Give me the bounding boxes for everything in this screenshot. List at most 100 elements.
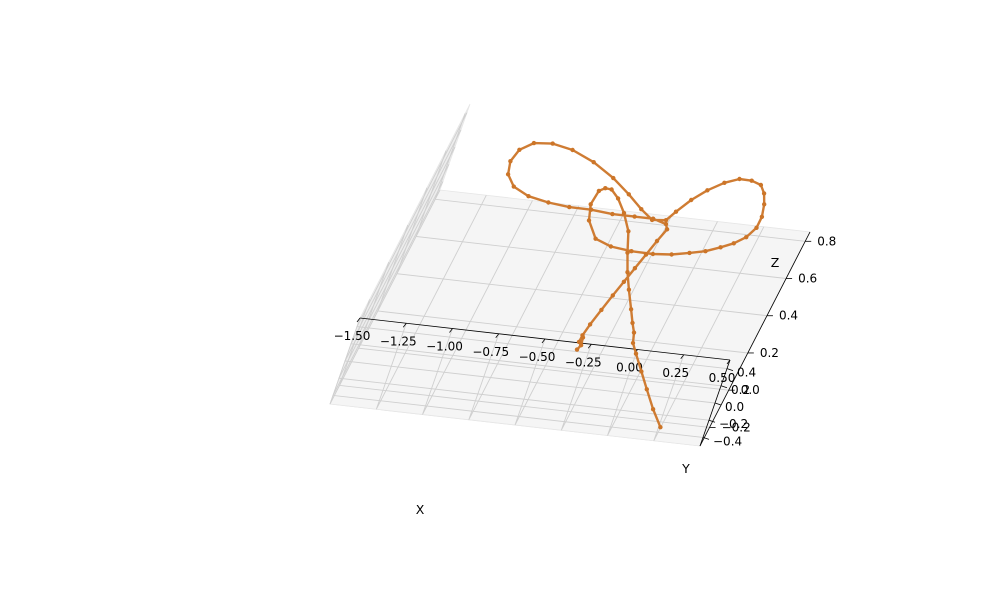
y-tick-label: 0.2 xyxy=(731,383,750,397)
z-grid-line xyxy=(434,113,806,242)
x-grid-line xyxy=(375,195,487,410)
trajectory-point xyxy=(588,202,593,207)
trajectory-point xyxy=(643,252,649,257)
trajectory-point xyxy=(639,207,644,212)
x-tick-label: 0.25 xyxy=(662,366,689,380)
trajectory-point xyxy=(650,251,656,257)
trajectory-point xyxy=(687,250,692,256)
z-grid-line xyxy=(396,187,768,317)
z-tick-label: 0.4 xyxy=(779,309,798,323)
trajectory-point xyxy=(705,188,710,193)
x-grid-line xyxy=(560,216,672,431)
x-grid-line xyxy=(653,226,765,442)
x-tick xyxy=(680,354,685,359)
trajectory-point xyxy=(621,279,627,284)
trajectory-point xyxy=(576,339,582,345)
trajectory-point xyxy=(610,211,615,217)
trajectory-point xyxy=(626,229,631,234)
trajectory-point xyxy=(587,322,593,327)
trajectory-point xyxy=(610,293,615,298)
x-tick-label: −0.75 xyxy=(472,345,509,359)
trajectory-point xyxy=(722,180,727,185)
x-grid-line xyxy=(329,189,441,405)
trajectory-point xyxy=(628,307,634,312)
trajectory-point xyxy=(633,351,639,356)
z-grid-line xyxy=(338,299,710,428)
trajectory-point xyxy=(625,270,630,275)
y-tick xyxy=(726,368,734,371)
y-tick xyxy=(708,419,716,423)
y-tick xyxy=(720,385,728,389)
trajectory-point xyxy=(689,197,694,203)
trajectory-point xyxy=(658,425,663,430)
trajectory-point xyxy=(611,175,616,181)
trajectory-point xyxy=(664,227,670,232)
tick-labels: −1.50 −1.25 −1.00 −0.75 −0.50 −0.25 0.00 0.25 0.… xyxy=(334,234,837,448)
tick-marks xyxy=(356,240,812,440)
x-tick xyxy=(541,338,546,344)
trajectory-point xyxy=(608,244,614,249)
trajectory-point xyxy=(591,160,596,165)
trajectory-point xyxy=(731,241,736,246)
z-grid-line xyxy=(377,224,748,354)
trajectory-point xyxy=(526,194,531,199)
z-grid-line xyxy=(358,262,729,391)
trajectory-point xyxy=(603,186,608,191)
z-axis-line xyxy=(699,231,811,447)
y-grid-line xyxy=(350,129,722,387)
trajectory-point xyxy=(578,343,584,348)
x-tick xyxy=(449,328,453,333)
trajectory-point xyxy=(749,178,754,183)
y-tick-label: 0.4 xyxy=(737,366,756,380)
trajectory-point xyxy=(596,188,602,194)
x-tick-label: −1.50 xyxy=(334,329,371,343)
trajectory-point xyxy=(632,266,638,271)
trajectory-point xyxy=(663,221,669,227)
x-grid-line xyxy=(514,210,626,426)
trajectory-point xyxy=(629,249,634,254)
x-tick xyxy=(356,317,361,323)
z-tick-label: 0.0 xyxy=(741,383,760,397)
x-axis-label: X xyxy=(416,502,425,517)
y-axis-label: Y xyxy=(681,461,690,476)
z-axis-label: Z xyxy=(771,255,780,270)
trajectory-point xyxy=(737,176,742,182)
z-tick-label: 0.8 xyxy=(817,234,836,248)
trajectory-point xyxy=(631,330,637,335)
z-tick-label: −0.2 xyxy=(722,420,751,434)
x-grid-line xyxy=(422,200,533,415)
grid-lines xyxy=(329,112,811,447)
x-tick-label: 0.00 xyxy=(616,361,643,375)
trajectory-point xyxy=(718,245,723,250)
trajectory-point xyxy=(703,249,708,254)
trajectory-point xyxy=(754,225,759,230)
trajectory-point xyxy=(639,369,644,374)
trajectory-point xyxy=(599,307,604,313)
trajectory-point xyxy=(570,147,575,153)
trajectory-point xyxy=(567,204,572,210)
trajectory-point xyxy=(625,250,630,255)
trajectory-point xyxy=(758,182,764,188)
x-tick-label: −0.25 xyxy=(565,355,602,369)
z-tick-label: 0.2 xyxy=(760,346,779,360)
trajectory-point xyxy=(654,238,660,244)
y-grid-line xyxy=(332,181,704,438)
trajectory-point xyxy=(630,320,635,326)
x-tick xyxy=(495,333,500,338)
trajectory-point xyxy=(580,335,586,340)
trajectory-point xyxy=(588,207,594,212)
x-grid-line xyxy=(607,221,718,436)
x-tick xyxy=(726,359,731,365)
y-grid-line xyxy=(344,146,716,404)
trajectory-point xyxy=(505,172,511,177)
trajectory-point xyxy=(550,141,555,146)
y-tick-label: 0.0 xyxy=(725,400,744,414)
trajectory-point xyxy=(531,140,537,146)
trajectory-point xyxy=(744,235,749,240)
y-tick xyxy=(702,437,710,440)
y-tick-label: −0.2 xyxy=(719,417,748,431)
trajectory-point xyxy=(621,210,627,216)
y-grid-line xyxy=(356,112,728,370)
trajectory-point xyxy=(650,407,656,412)
trajectory-point xyxy=(626,192,631,197)
